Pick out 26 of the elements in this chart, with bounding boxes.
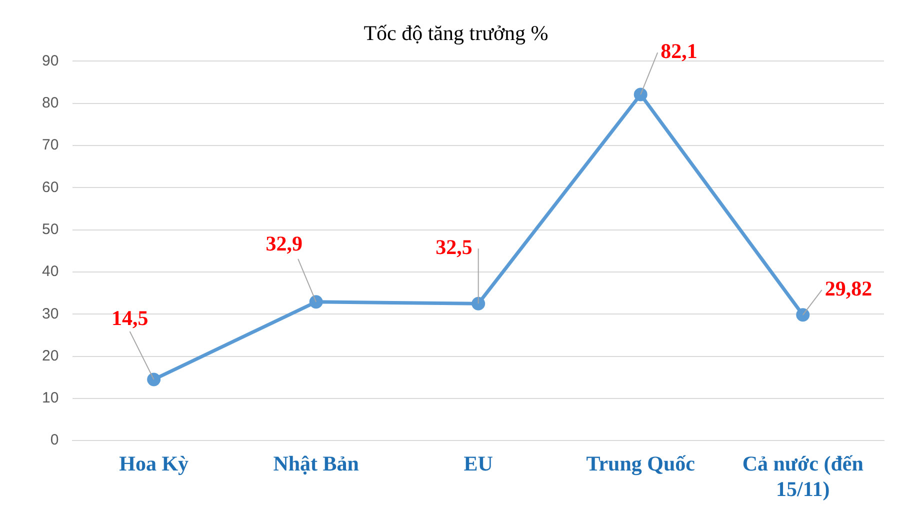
y-tick-label: 30	[42, 305, 59, 322]
text: 82,1	[660, 38, 698, 63]
text: 32,9	[266, 231, 302, 256]
text: 29,82	[824, 276, 872, 300]
x-tick-label: Trung Quốc	[586, 452, 695, 476]
x-tick-label: Hoa Kỳ	[119, 452, 190, 476]
x-tick-label: Nhật Bản	[273, 452, 360, 476]
y-tick-label: 50	[42, 220, 59, 238]
text: 32,5	[436, 235, 472, 260]
point	[796, 308, 810, 322]
point	[634, 88, 648, 102]
chart-title: Tốc độ tăng trưởng %	[364, 21, 548, 46]
x-tick-label: Cả nước (đến 15/11)	[742, 452, 864, 501]
point	[472, 296, 486, 310]
x-tick-label: EU	[464, 452, 493, 476]
y-tick-label: 0	[50, 432, 59, 449]
text: 14,5	[111, 306, 148, 330]
y-tick-label: 70	[42, 136, 59, 154]
y-tick-label: 90	[42, 52, 59, 70]
y-tick-label: 80	[42, 94, 59, 112]
point	[147, 372, 161, 386]
y-tick-label: 10	[42, 390, 59, 407]
point	[309, 295, 323, 309]
y-tick-label: 40	[42, 263, 59, 280]
y-tick-label: 60	[42, 178, 59, 196]
y-tick-label: 20	[42, 347, 59, 364]
